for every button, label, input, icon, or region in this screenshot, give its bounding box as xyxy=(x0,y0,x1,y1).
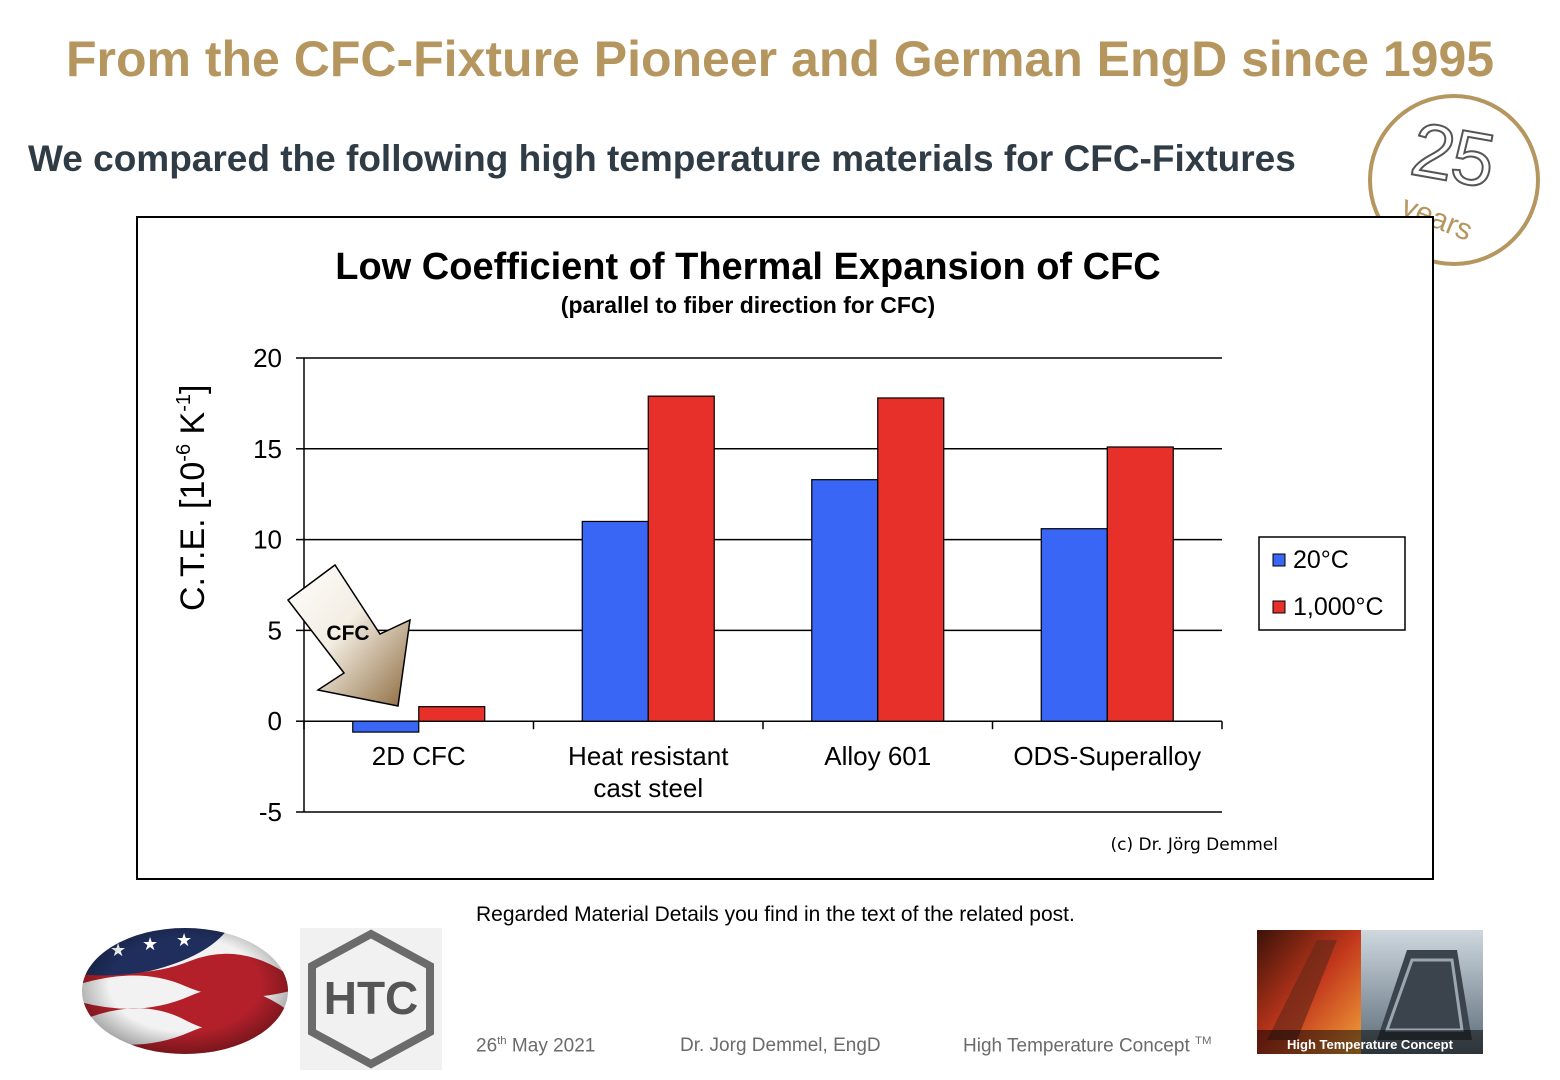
y-axis-label: C.T.E. [10-6 K-1] xyxy=(173,385,212,611)
category-label: 2D CFC xyxy=(372,741,466,771)
legend-label-1000c: 1,000°C xyxy=(1293,593,1384,621)
y-tick-label: 20 xyxy=(253,343,282,373)
y-tick-label: 0 xyxy=(268,706,282,736)
legend: 20°C 1,000°C xyxy=(1258,536,1406,631)
footer-author: Dr. Jorg Demmel, EngD xyxy=(680,1035,881,1056)
y-tick-labels: -5 0 5 10 15 20 xyxy=(253,343,282,827)
bar xyxy=(647,395,715,722)
legend-label-20c: 20°C xyxy=(1293,546,1349,574)
y-tick-label: 5 xyxy=(268,615,282,645)
bars xyxy=(352,395,1174,733)
legend-swatch-20c xyxy=(1272,553,1286,567)
bar xyxy=(1040,528,1108,722)
arrow-body xyxy=(286,563,411,707)
material-note: Regarded Material Details you find in th… xyxy=(476,903,1075,926)
us-flag-logo: ★ ★ ★ xyxy=(82,928,288,1054)
htc-logo: HTC xyxy=(300,928,442,1070)
bar xyxy=(1106,446,1174,722)
y-tick-label: -5 xyxy=(259,797,282,827)
bar xyxy=(581,520,649,722)
copyright-text: (c) Dr. Jörg Demmel xyxy=(1111,835,1279,855)
chart: Low Coefficient of Thermal Expansion of … xyxy=(173,246,1406,855)
badge-number: 25 xyxy=(1404,106,1500,206)
category-label: Alloy 601 xyxy=(824,741,931,771)
photo-caption: High Temperature Concept xyxy=(1287,1037,1454,1052)
category-label: ODS-Superalloy xyxy=(1013,741,1201,771)
cfc-arrow-annotation: CFC xyxy=(286,563,411,707)
bar xyxy=(418,706,486,722)
chart-title: Low Coefficient of Thermal Expansion of … xyxy=(335,246,1160,288)
category-label: Heat resistant xyxy=(568,741,729,771)
bar xyxy=(352,720,420,733)
page-subheadline: We compared the following high temperatu… xyxy=(28,138,1296,179)
y-tick-label: 15 xyxy=(253,434,282,464)
footer-date: 26th May 2021 xyxy=(476,1035,596,1057)
bar xyxy=(811,479,879,722)
category-label: cast steel xyxy=(593,773,703,803)
legend-box xyxy=(1258,536,1406,631)
bar xyxy=(877,397,945,722)
chart-frame xyxy=(136,216,1434,880)
chart-subtitle: (parallel to fiber direction for CFC) xyxy=(561,292,935,318)
y-tick-label: 10 xyxy=(253,525,282,555)
legend-swatch-1000c xyxy=(1272,600,1286,614)
furnace-photo: High Temperature Concept xyxy=(1257,930,1483,1054)
arrow-label: CFC xyxy=(326,622,369,645)
htc-logo-text: HTC xyxy=(324,972,419,1024)
footer-company: High Temperature Concept TM xyxy=(963,1035,1212,1057)
page-headline: From the CFC-Fixture Pioneer and German … xyxy=(65,31,1495,87)
